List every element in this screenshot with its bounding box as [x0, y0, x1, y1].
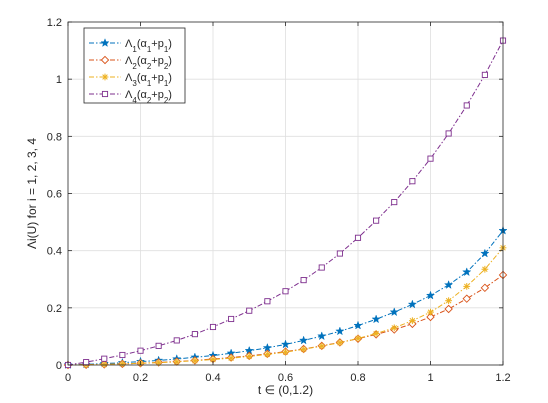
- legend-item-1: Λ1(α1+p1): [89, 38, 172, 54]
- series-4-point: [101, 355, 108, 362]
- series-1-point: [262, 342, 273, 352]
- series-1-point: [389, 307, 399, 317]
- series-1-point: [298, 335, 309, 345]
- series-3-point: [100, 361, 108, 368]
- series-1-point: [353, 320, 363, 330]
- legend-label: Λ1(α1+p1): [125, 38, 172, 54]
- series-4-point: [191, 331, 198, 338]
- y-tick-label: 0: [56, 360, 62, 372]
- x-tick-label: 0.6: [278, 372, 293, 384]
- legend-label: Λ2(α2+p2): [125, 55, 172, 71]
- y-tick-label: 0.2: [47, 303, 62, 315]
- series-2-point: [480, 283, 490, 293]
- series-4-point: [481, 71, 488, 78]
- series-3-point: [372, 330, 380, 337]
- x-tick-label: 1.2: [495, 372, 510, 384]
- x-tick-label: 1: [427, 372, 433, 384]
- series-1-point: [425, 290, 436, 300]
- series-3-point: [481, 265, 489, 273]
- series-4-point: [228, 315, 235, 323]
- series-3: [64, 244, 507, 369]
- legend-box: [83, 27, 186, 104]
- series-4-point: [282, 288, 289, 295]
- series-1-point: [462, 267, 472, 277]
- x-tick-label: 0.2: [133, 372, 148, 384]
- y-tick-label: 1.2: [47, 17, 62, 29]
- series-4-point: [336, 250, 343, 257]
- legend-marker: [100, 38, 110, 48]
- series-3-point: [463, 282, 471, 290]
- series-4-point: [391, 199, 398, 206]
- legend-item-3: Λ3(α1+p1): [89, 72, 172, 88]
- legend-marker: [101, 90, 109, 98]
- x-tick-label: 0.4: [205, 372, 220, 384]
- y-tick-label: 0.4: [47, 246, 62, 258]
- series-4-point: [137, 347, 144, 354]
- series-4-point: [119, 351, 126, 359]
- series-4-point: [300, 277, 307, 284]
- series-3-point: [354, 335, 362, 342]
- series-2-point: [462, 294, 471, 303]
- y-tick-label: 1: [56, 74, 62, 86]
- series-4-point: [155, 342, 162, 349]
- series-3-point: [390, 324, 398, 332]
- series-4-point: [173, 337, 180, 344]
- series-4-point: [264, 298, 271, 305]
- series-4-point: [373, 217, 380, 224]
- legend-label: Λ3(α1+p1): [125, 72, 172, 88]
- series-4-point: [409, 178, 416, 185]
- series-4-point: [318, 264, 325, 271]
- series-3-point: [445, 297, 453, 305]
- grid-lines: [68, 22, 503, 365]
- series-4-point: [83, 359, 90, 366]
- series-4-point: [463, 102, 470, 109]
- y-tick-label: 0.6: [47, 189, 62, 201]
- series-3-point: [118, 360, 126, 368]
- series-3-point: [408, 317, 416, 325]
- x-tick-label: 0.8: [350, 372, 365, 384]
- series-4-point: [354, 234, 362, 241]
- series-3-point: [427, 308, 434, 316]
- series-3-point: [318, 342, 326, 350]
- series-1-point: [280, 339, 291, 349]
- series-4-point: [445, 130, 452, 137]
- legend-label: Λ4(α2+p2): [125, 89, 172, 105]
- series-3-point: [227, 354, 235, 362]
- series-1-point: [480, 248, 490, 258]
- x-axis-label: t ∈ (0,1.2): [258, 383, 313, 397]
- series-3-point: [300, 345, 308, 353]
- series-1-point: [335, 326, 345, 336]
- series-4-point: [246, 307, 253, 314]
- legend: Λ1(α1+p1)Λ2(α2+p2)Λ3(α1+p1)Λ4(α2+p2): [83, 27, 186, 105]
- series-4-point: [427, 155, 434, 162]
- series-2-point: [426, 312, 435, 322]
- series-3-point: [173, 358, 181, 366]
- series-3-point: [282, 348, 289, 356]
- series-3-point: [336, 339, 344, 347]
- series-3-point: [191, 357, 199, 365]
- series-1-point: [443, 280, 454, 289]
- series-1-point: [317, 331, 327, 341]
- axis-ticks: 0 0.2 0.4 0.6 0.8 1 1.2 0 0.2 0.4 0.6 0.8 1 1.2: [47, 17, 511, 384]
- series-2-point: [444, 304, 453, 314]
- series-1-point: [407, 299, 418, 309]
- series-3-point: [263, 351, 271, 358]
- legend-item-2: Λ2(α2+p2): [89, 55, 172, 71]
- y-axis-label: Λi(U) for i = 1, 2, 3, 4: [25, 138, 39, 249]
- series-1-point: [371, 314, 381, 324]
- legend-item-4: Λ4(α2+p2): [89, 89, 172, 105]
- legend-marker: [100, 55, 110, 65]
- series-4-point: [209, 323, 217, 331]
- legend-marker: [101, 73, 109, 81]
- x-tick-label: 0: [65, 372, 71, 384]
- series-3-point: [245, 353, 253, 360]
- y-tick-label: 0.8: [47, 131, 62, 143]
